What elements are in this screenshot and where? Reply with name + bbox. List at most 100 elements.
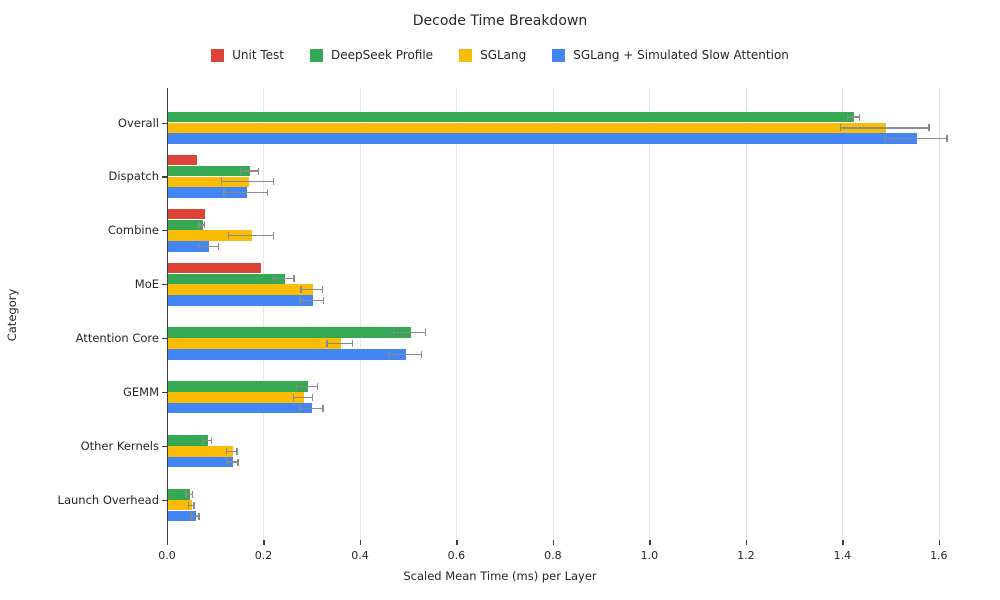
bar <box>168 446 233 457</box>
error-bar-cap <box>424 329 427 337</box>
error-bar-cap <box>201 437 204 444</box>
error-bar-cap <box>193 501 195 509</box>
bar <box>168 295 313 306</box>
error-bar-cap <box>220 178 223 186</box>
error-bar <box>198 245 219 248</box>
x-tick-label: 0.8 <box>544 549 562 562</box>
gridline <box>552 88 554 540</box>
bar <box>168 499 193 511</box>
error-bar-cap <box>239 167 241 175</box>
bar <box>168 392 305 403</box>
error-bar <box>393 332 426 334</box>
error-bar <box>847 116 860 118</box>
error-bar-cap <box>203 221 206 229</box>
bar <box>168 435 209 446</box>
bar <box>168 456 234 468</box>
error-bar <box>293 396 313 399</box>
error-bar <box>198 224 205 226</box>
error-bar-cap <box>883 135 885 143</box>
bar <box>168 262 262 274</box>
error-bar-cap <box>217 243 220 250</box>
error-bar-cap <box>185 490 187 498</box>
error-bar-cap <box>316 383 319 391</box>
bar <box>168 122 886 134</box>
y-tick-mark <box>162 499 167 501</box>
bar <box>168 187 247 198</box>
error-bar-cap <box>946 135 948 143</box>
error-bar-cap <box>266 189 269 197</box>
error-bar-cap <box>272 275 275 283</box>
error-bar <box>185 493 193 496</box>
gridline <box>456 88 458 540</box>
error-bar <box>301 288 323 291</box>
error-bar-cap <box>272 178 275 186</box>
error-bar-cap <box>197 243 200 250</box>
category-label: Combine <box>107 223 159 238</box>
legend-label: SGLang <box>480 48 527 62</box>
error-bar <box>884 138 947 140</box>
chart-legend: Unit Test DeepSeek Profile SGLang SGLang + … <box>0 48 1000 62</box>
bar <box>168 273 285 285</box>
x-tick-mark <box>842 540 844 545</box>
error-bar-cap <box>295 383 297 391</box>
error-bar <box>273 278 294 280</box>
error-bar-cap <box>299 296 301 304</box>
bar <box>168 230 252 241</box>
error-bar <box>221 181 274 183</box>
error-bar-cap <box>846 113 849 121</box>
y-tick-mark <box>162 230 167 232</box>
bar <box>168 208 206 220</box>
bar <box>168 111 855 123</box>
y-tick-mark <box>162 122 167 124</box>
x-tick-mark <box>649 540 651 545</box>
x-tick-mark <box>359 540 362 545</box>
x-tick-mark <box>263 540 265 545</box>
category-label: Overall <box>117 115 159 130</box>
x-axis-label: Scaled Mean Time (ms) per Layer <box>403 569 597 583</box>
gridline <box>359 88 361 540</box>
error-bar-cap <box>322 296 324 304</box>
y-tick-mark <box>162 338 167 340</box>
error-bar-cap <box>300 286 302 294</box>
error-bar-cap <box>311 393 314 401</box>
error-bar <box>202 439 212 442</box>
error-bar-cap <box>393 329 395 337</box>
error-bar-cap <box>187 501 189 509</box>
bar <box>168 154 198 166</box>
error-bar-cap <box>198 221 200 229</box>
error-bar-cap <box>420 350 422 358</box>
error-bar-cap <box>257 167 260 175</box>
error-bar-cap <box>928 124 930 132</box>
legend-item: SGLang + Simulated Slow Attention <box>552 48 789 62</box>
error-bar <box>226 461 238 463</box>
x-tick-label: 1.6 <box>930 549 948 562</box>
legend-swatch-icon <box>211 48 225 62</box>
error-bar-cap <box>191 490 194 498</box>
error-bar-cap <box>326 340 328 347</box>
error-bar-cap <box>236 447 238 455</box>
gridline <box>842 88 844 540</box>
x-tick-mark <box>745 540 748 545</box>
x-tick-label: 0.0 <box>158 549 176 562</box>
error-bar <box>296 385 318 388</box>
x-tick-label: 0.4 <box>351 549 369 562</box>
bar <box>168 338 341 349</box>
category-label: Dispatch <box>108 169 159 184</box>
category-label: Other Kernels <box>80 438 159 453</box>
error-bar-cap <box>387 350 390 358</box>
error-bar-cap <box>198 512 200 520</box>
category-label: Launch Overhead <box>57 492 159 507</box>
gridline <box>745 88 747 540</box>
legend-label: Unit Test <box>232 48 284 62</box>
x-tick-label: 0.6 <box>447 549 466 562</box>
chart-title: Decode Time Breakdown <box>412 13 588 29</box>
x-tick-mark <box>552 540 555 545</box>
error-bar <box>228 235 274 237</box>
legend-label: DeepSeek Profile <box>330 48 434 62</box>
error-bar <box>188 504 194 506</box>
error-bar <box>388 353 422 355</box>
x-tick-mark <box>167 540 169 545</box>
error-bar <box>226 450 237 452</box>
